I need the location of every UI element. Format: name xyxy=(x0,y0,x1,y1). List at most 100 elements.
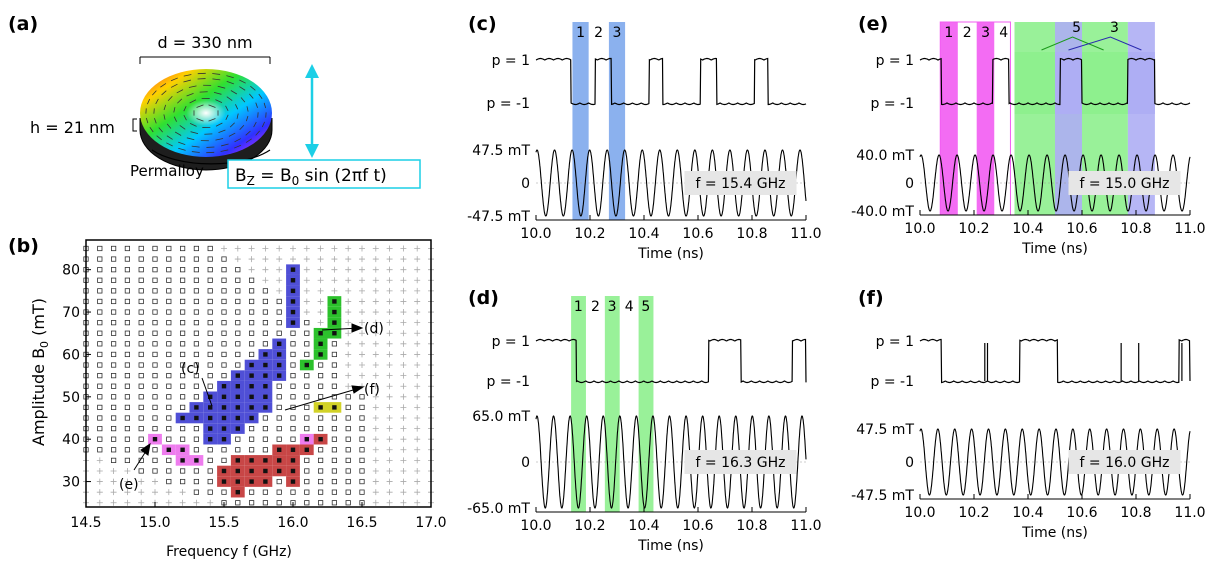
x-tick-label: 10.2 xyxy=(574,518,605,534)
data-cell-marker xyxy=(235,468,240,474)
simulated-point xyxy=(111,256,117,262)
grid-cross xyxy=(372,277,379,284)
data-cell-marker xyxy=(166,447,171,452)
grid-cross xyxy=(96,478,103,485)
simulated-point xyxy=(235,288,241,294)
x-axis-label: Time (ns) xyxy=(1021,241,1088,257)
simulated-point xyxy=(248,447,255,453)
data-cell-marker xyxy=(249,373,254,378)
simulated-point xyxy=(138,468,144,474)
simulated-point xyxy=(111,373,117,379)
highlight-band xyxy=(638,296,654,512)
magnetization-arrow xyxy=(215,99,223,104)
simulated-point xyxy=(152,415,158,421)
x-tick-label: 14.5 xyxy=(70,515,101,531)
data-cell-marker xyxy=(332,299,337,304)
simulated-point xyxy=(124,341,130,347)
simulated-point xyxy=(111,277,117,283)
simulated-point xyxy=(304,415,310,421)
magnetization-arrow xyxy=(215,138,224,141)
simulated-point xyxy=(248,309,255,315)
simulated-point xyxy=(152,362,158,368)
simulated-point xyxy=(331,394,338,400)
simulated-point xyxy=(124,362,130,368)
simulated-point xyxy=(138,425,144,432)
grid-cross xyxy=(359,362,365,369)
band-label: 2 xyxy=(963,25,972,41)
data-cell-marker xyxy=(263,468,268,474)
field-arrow-up-head xyxy=(305,64,319,78)
y-label: p = -1 xyxy=(487,96,530,112)
simulated-point xyxy=(138,245,144,252)
y-label: 0 xyxy=(905,455,914,471)
x-tick-label: 10.8 xyxy=(1120,505,1151,521)
grid-cross xyxy=(400,330,407,337)
y-label: p = -1 xyxy=(487,374,530,390)
simulated-point xyxy=(193,489,199,495)
grid-cross xyxy=(386,277,393,284)
simulated-point xyxy=(221,330,227,336)
grid-cross xyxy=(372,425,379,432)
simulated-point xyxy=(111,298,117,305)
simulated-point xyxy=(331,457,338,463)
y-label: p = -1 xyxy=(871,374,914,390)
panel-c-time-trace: (c) 1 2 3 f = 15.4 GHz p = 1 p = -1 47.5 mT 0 -47… xyxy=(467,13,821,262)
x-tick-label: 11.0 xyxy=(1174,221,1205,237)
magnetization-arrow xyxy=(253,121,257,128)
grid-cross xyxy=(359,340,365,347)
simulated-point xyxy=(97,277,103,283)
data-cell-marker xyxy=(277,468,282,474)
grid-cross xyxy=(386,340,393,347)
data-cell-marker xyxy=(290,299,296,304)
data-cell-marker xyxy=(290,309,296,315)
grid-cross xyxy=(414,457,421,464)
grid-cross xyxy=(386,287,393,294)
grid-cross xyxy=(414,499,421,506)
grid-cross xyxy=(207,499,214,506)
grid-cross xyxy=(386,383,393,390)
grid-cross xyxy=(414,362,421,369)
simulated-point xyxy=(359,457,365,463)
simulated-point xyxy=(304,404,310,411)
magnetization-arrow xyxy=(186,137,195,141)
x-tick-label: 10.6 xyxy=(682,226,713,242)
grid-cross xyxy=(372,340,379,347)
simulated-point xyxy=(179,267,186,273)
y-label: p = -1 xyxy=(871,96,914,112)
simulated-point xyxy=(166,425,172,432)
simulated-point xyxy=(235,351,241,358)
simulated-point xyxy=(359,404,365,411)
frequency-box xyxy=(1068,171,1181,195)
simulated-point xyxy=(317,383,324,389)
grid-cross xyxy=(414,277,421,284)
simulated-point xyxy=(304,457,310,463)
band-label: 1 xyxy=(576,25,585,41)
simulated-point xyxy=(221,457,227,463)
simulated-point xyxy=(262,341,269,347)
grid-cross xyxy=(359,266,365,273)
grid-cross xyxy=(386,298,393,305)
simulated-point xyxy=(97,447,103,453)
grid-cross xyxy=(372,499,379,506)
grid-cross xyxy=(414,383,421,390)
frequency-label: f = 16.0 GHz xyxy=(1080,455,1170,471)
grid-cross xyxy=(386,415,393,421)
data-cell-marker xyxy=(318,436,323,442)
x-tick-label: 16.0 xyxy=(277,515,308,531)
simulated-point xyxy=(276,425,282,432)
y-tick-label: 40 xyxy=(62,432,80,448)
data-cell-marker xyxy=(249,458,254,463)
simulated-point xyxy=(166,256,172,262)
simulated-point xyxy=(290,394,296,400)
grid-cross xyxy=(345,340,352,347)
simulated-point xyxy=(193,362,199,368)
magnetization-arrow xyxy=(263,102,267,109)
simulated-point xyxy=(138,383,144,389)
grid-cross xyxy=(400,277,407,284)
simulated-point xyxy=(179,277,186,283)
grid-cross xyxy=(400,362,407,369)
grid-cross xyxy=(331,266,338,273)
grid-cross xyxy=(400,340,407,347)
grid-cross xyxy=(317,256,324,263)
simulated-point xyxy=(179,425,186,432)
